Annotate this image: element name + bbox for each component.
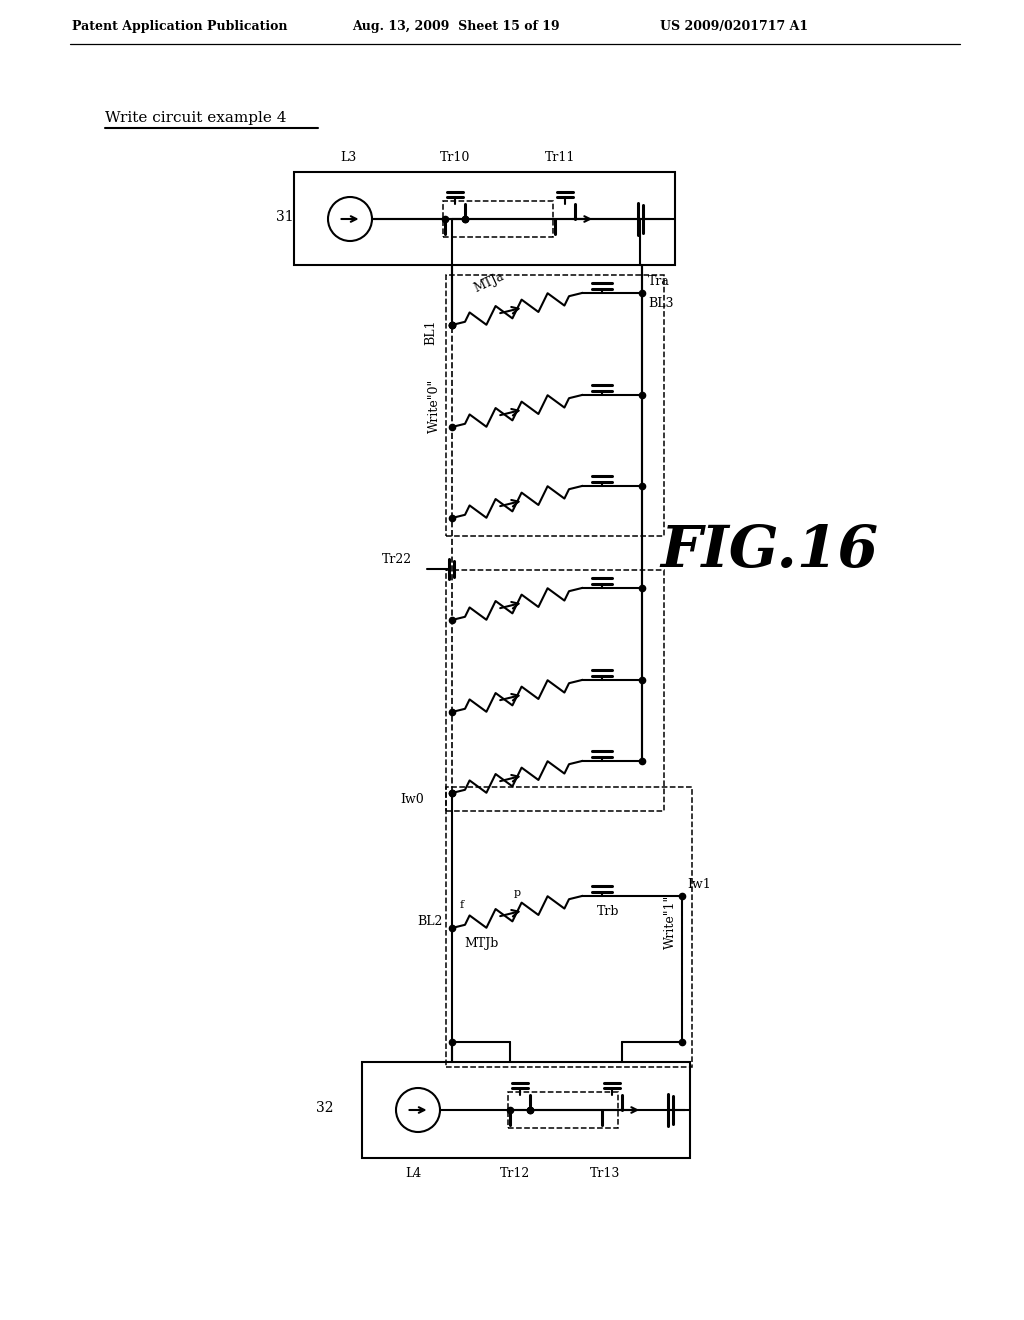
Text: Trb: Trb <box>597 906 620 917</box>
Circle shape <box>396 1088 440 1133</box>
Text: L3: L3 <box>340 150 356 164</box>
Text: FIG.16: FIG.16 <box>660 524 879 579</box>
Circle shape <box>328 197 372 242</box>
Text: MTJa: MTJa <box>472 269 506 294</box>
Text: Write circuit example 4: Write circuit example 4 <box>105 111 287 125</box>
Text: 32: 32 <box>316 1101 334 1115</box>
Bar <box>446 570 664 810</box>
Text: L4: L4 <box>406 1167 421 1180</box>
Text: f: f <box>460 900 464 909</box>
Bar <box>443 201 553 238</box>
Text: 31: 31 <box>276 210 294 224</box>
Text: US 2009/0201717 A1: US 2009/0201717 A1 <box>660 20 808 33</box>
Bar <box>294 172 675 265</box>
Text: Write"1": Write"1" <box>664 895 677 949</box>
Text: BL2: BL2 <box>417 915 442 928</box>
Bar <box>508 1092 618 1129</box>
Text: Tr10: Tr10 <box>440 150 470 164</box>
Text: Tr12: Tr12 <box>500 1167 530 1180</box>
Text: BL1: BL1 <box>424 319 437 345</box>
Text: Tra: Tra <box>648 275 670 288</box>
Text: BL3: BL3 <box>648 297 674 310</box>
Text: Patent Application Publication: Patent Application Publication <box>72 20 288 33</box>
Text: p: p <box>514 888 521 898</box>
Bar <box>446 787 692 1067</box>
Text: Tr11: Tr11 <box>545 150 575 164</box>
Text: Tr22: Tr22 <box>382 553 412 566</box>
Text: Tr13: Tr13 <box>590 1167 621 1180</box>
Bar <box>446 275 664 536</box>
Text: Write"0": Write"0" <box>427 379 440 433</box>
Bar <box>362 1063 690 1158</box>
Text: Aug. 13, 2009  Sheet 15 of 19: Aug. 13, 2009 Sheet 15 of 19 <box>352 20 560 33</box>
Text: Iw1: Iw1 <box>687 878 711 891</box>
Text: Iw0: Iw0 <box>400 793 424 807</box>
Text: MTJb: MTJb <box>464 937 499 950</box>
